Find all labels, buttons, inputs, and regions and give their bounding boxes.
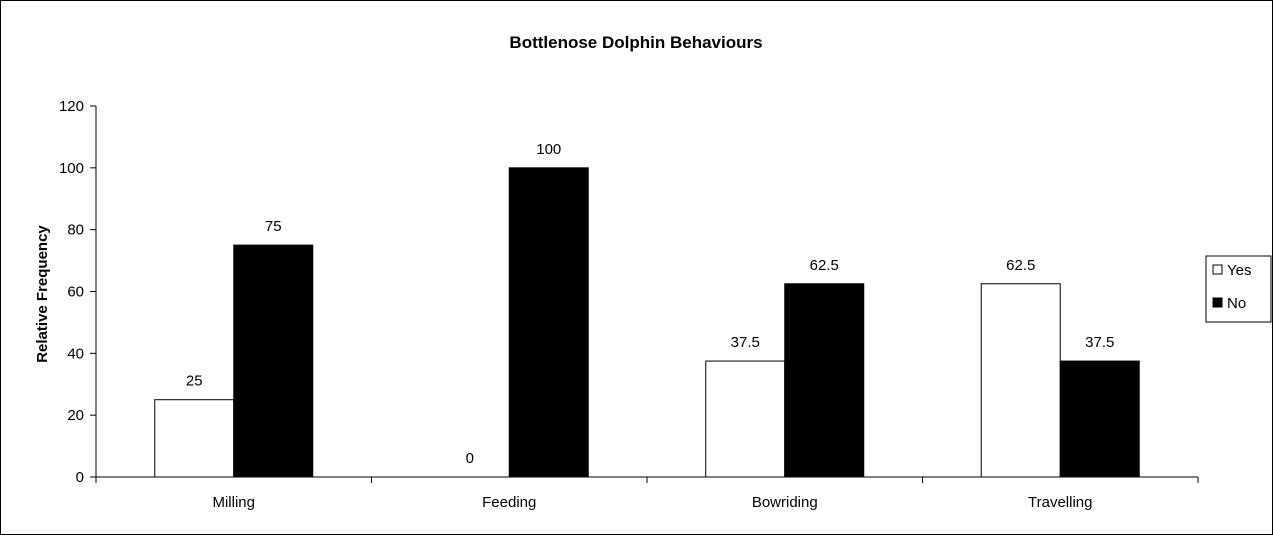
chart-title: Bottlenose Dolphin Behaviours (509, 33, 762, 52)
y-axis-title: Relative Frequency (34, 225, 51, 363)
data-label: 0 (466, 450, 474, 467)
y-tick-label: 60 (67, 284, 84, 301)
data-label: 75 (265, 218, 282, 235)
legend: Yes No (1205, 255, 1272, 323)
bar-no (1059, 360, 1140, 478)
y-tick-label: 0 (76, 469, 84, 486)
data-label: 62.5 (1006, 257, 1035, 274)
bar-yes (705, 360, 786, 478)
y-tick-label: 80 (67, 222, 84, 239)
legend-swatch-no (1212, 297, 1223, 308)
bar-no (784, 283, 865, 478)
y-tick-label: 20 (67, 407, 84, 424)
legend-swatch-yes (1212, 264, 1223, 275)
x-category-label: Feeding (482, 494, 536, 511)
data-label: 62.5 (810, 257, 839, 274)
plot-area: 0 20 40 60 80 100 120 Milling 25 75 Feeding 0 100 Bow… (59, 98, 1199, 511)
bar-no (233, 244, 314, 478)
data-label: 37.5 (1085, 334, 1114, 351)
data-label: 37.5 (731, 334, 760, 351)
y-tick-label: 40 (67, 345, 84, 362)
bar-no (508, 167, 589, 478)
legend-label-yes: Yes (1227, 262, 1251, 279)
y-tick-label: 100 (59, 160, 84, 177)
bar-yes (980, 283, 1061, 478)
x-category-label: Bowriding (752, 494, 818, 511)
data-label: 100 (536, 141, 561, 158)
y-tick-label: 120 (59, 98, 84, 115)
data-label: 25 (186, 373, 203, 390)
x-category-label: Milling (212, 494, 255, 511)
x-category-label: Travelling (1028, 494, 1092, 511)
legend-label-no: No (1227, 295, 1246, 312)
bar-yes (154, 399, 235, 478)
